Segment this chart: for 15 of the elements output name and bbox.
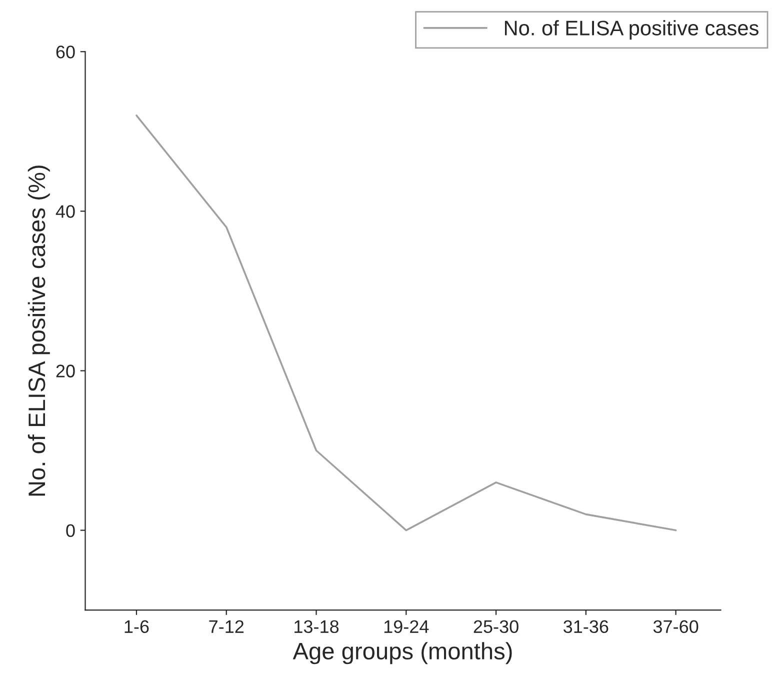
x-tick-label: 19-24 (384, 620, 429, 634)
x-tick-label: 7-12 (209, 620, 244, 633)
x-tick-label: 37-60 (653, 620, 698, 634)
y-tick-label: 60 (56, 46, 75, 58)
y-axis-title: No. of ELISA positive cases (%) (28, 166, 50, 496)
x-tick-label: 1-6 (124, 620, 149, 634)
y-tick-label: 40 (56, 205, 75, 218)
y-tick-label: 0 (66, 524, 75, 537)
x-tick-label: 13-18 (294, 620, 339, 634)
x-tick-label: 31-36 (564, 620, 608, 634)
x-axis-title: Age groups (months) (292, 642, 512, 664)
legend-label: No. of ELISA positive cases (504, 20, 758, 40)
x-tick-label: 25-30 (474, 620, 518, 634)
y-tick-label: 20 (56, 364, 75, 378)
line-series (136, 114, 677, 532)
